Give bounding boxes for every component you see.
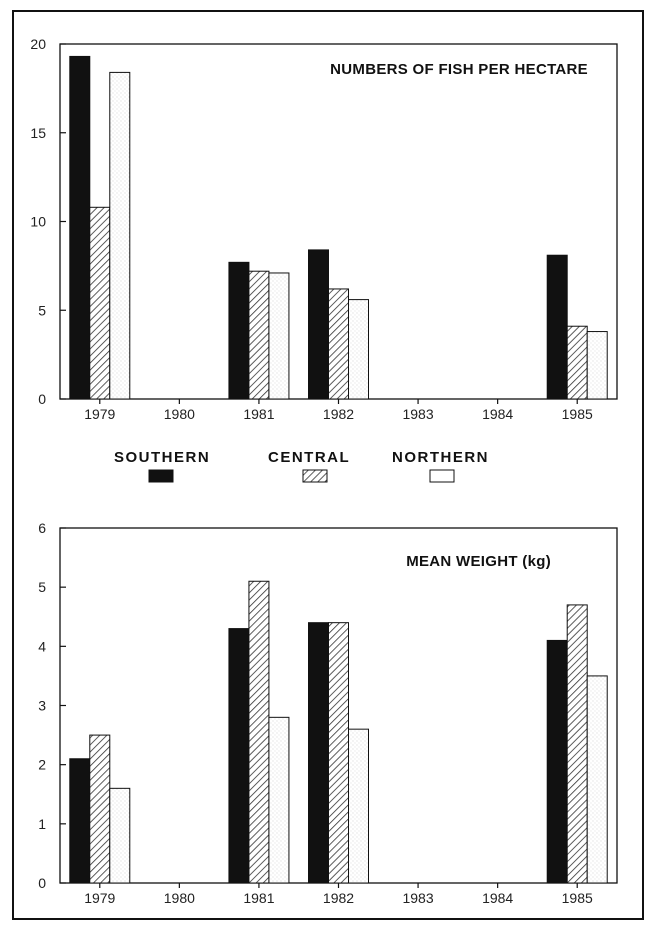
legend-label-central: CENTRAL [268,449,350,466]
x-tick-label: 1979 [84,890,115,906]
y-tick-label: 3 [38,698,46,714]
chart-title: MEAN WEIGHT (kg) [406,553,551,570]
y-tick-label: 5 [38,579,46,595]
bar-northern-1979 [109,787,131,884]
x-tick-label: 1979 [84,406,115,422]
bar-central-1979 [89,206,111,400]
bar-central-1985 [566,325,588,400]
legend-swatch-northern [429,469,455,483]
x-tick-label: 1981 [243,406,274,422]
y-tick-label: 4 [38,638,46,654]
y-tick-label: 2 [38,757,46,773]
legend-swatch-central [302,469,328,483]
x-tick-label: 1985 [562,890,593,906]
x-tick-label: 1984 [482,890,513,906]
y-tick-label: 0 [38,391,46,407]
x-tick-label: 1983 [402,890,433,906]
bar-southern-1985 [546,639,568,884]
x-tick-label: 1982 [323,406,354,422]
y-tick-label: 10 [30,214,46,230]
legend: SOUTHERN CENTRAL NORTHERN [114,449,489,483]
bar-northern-1985 [586,675,608,884]
y-tick-label: 1 [38,816,46,832]
bar-northern-1982 [348,299,369,400]
y-tick-label: 20 [30,36,46,52]
x-tick-label: 1985 [562,406,593,422]
y-tick-label: 15 [30,125,46,141]
bar-northern-1985 [586,331,608,400]
x-tick-label: 1981 [243,890,274,906]
bar-southern-1982 [308,249,329,400]
bar-northern-1981 [268,272,290,400]
y-tick-label: 5 [38,302,46,318]
x-tick-label: 1982 [323,890,354,906]
bar-central-1981 [248,580,270,884]
bar-central-1979 [89,734,111,884]
bar-southern-1979 [69,55,91,400]
bar-central-1985 [566,604,588,884]
bar-central-1982 [328,622,349,884]
x-tick-label: 1984 [482,406,513,422]
bar-southern-1979 [69,758,91,884]
fish-per-hectare-chart: NUMBERS OF FISH PER HECTARE 0 5 10 15 20 197… [30,36,618,422]
bar-central-1981 [248,270,270,400]
mean-weight-chart: MEAN WEIGHT (kg) 0 1 2 3 4 5 6 1979 1980 1981 198… [38,520,618,906]
bar-northern-1982 [348,728,369,884]
bar-southern-1982 [308,622,329,884]
bar-southern-1985 [546,254,568,400]
bar-southern-1981 [228,628,250,884]
legend-label-southern: SOUTHERN [114,449,210,466]
bar-southern-1981 [228,261,250,400]
chart-title: NUMBERS OF FISH PER HECTARE [330,61,588,78]
figure-frame [12,10,644,920]
bar-northern-1979 [109,71,131,400]
x-tick-label: 1980 [164,890,195,906]
y-tick-label: 0 [38,875,46,891]
bar-central-1982 [328,288,349,400]
x-tick-label: 1980 [164,406,195,422]
legend-swatch-southern [148,469,174,483]
bar-northern-1981 [268,716,290,884]
legend-label-northern: NORTHERN [392,449,489,466]
x-tick-label: 1983 [402,406,433,422]
y-tick-label: 6 [38,520,46,536]
